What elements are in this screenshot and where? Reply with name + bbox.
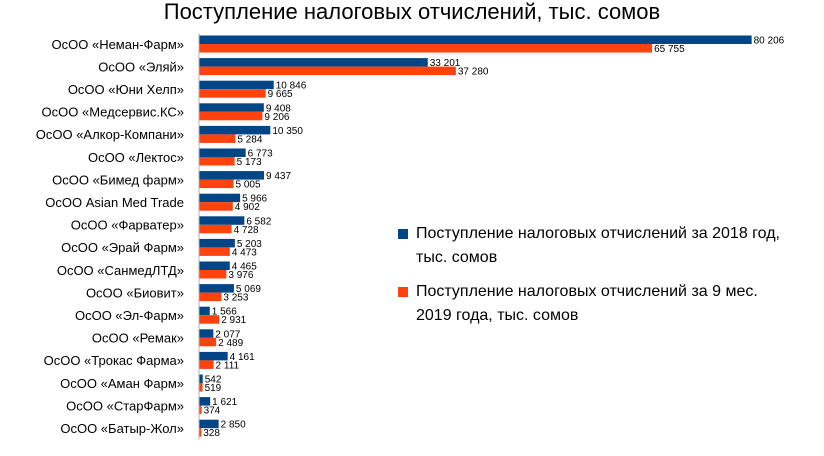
category-label: ОсОО «Трокас Фарма» xyxy=(44,353,184,368)
bar-2019 xyxy=(199,157,235,166)
category-label: ОсОО «Биовит» xyxy=(86,285,184,300)
bar-2019 xyxy=(199,315,220,324)
value-label-2019: 4 902 xyxy=(235,202,260,213)
value-label-2019: 9 665 xyxy=(268,89,293,100)
legend-swatch-2018 xyxy=(398,229,408,239)
category-label: ОсОО «Ремак» xyxy=(92,331,184,346)
bar-2018 xyxy=(199,171,265,180)
value-label-2018: 4 465 xyxy=(232,262,257,273)
bar-2018 xyxy=(199,397,211,406)
legend-label-2018: Поступление налоговых отчислений за 2018… xyxy=(416,225,780,266)
value-label-2018: 5 203 xyxy=(237,239,262,250)
bar-2019 xyxy=(199,44,653,53)
value-label-2018: 2 850 xyxy=(221,420,246,431)
bar-2018 xyxy=(199,58,428,67)
value-label-2019: 4 728 xyxy=(234,225,259,236)
bar-2019 xyxy=(199,224,232,234)
value-label-2018: 6 773 xyxy=(248,149,273,160)
bar-2018 xyxy=(199,329,214,338)
bar-2019 xyxy=(199,111,263,121)
bar-2018 xyxy=(199,193,241,203)
category-label: ОсОО «Неман-Фарм» xyxy=(52,37,184,52)
category-label: ОсОО «Лектос» xyxy=(88,150,184,165)
bars xyxy=(199,35,752,437)
value-label-2018: 5 966 xyxy=(242,194,267,205)
value-label-2019: 2 489 xyxy=(218,338,243,349)
bar-2019 xyxy=(199,66,456,76)
category-label: ОсОО «СанмедЛТД» xyxy=(57,263,184,278)
category-label: ОсОО «Батыр-Жол» xyxy=(60,421,184,436)
category-label: ОсОО «Эрай Фарм» xyxy=(61,240,184,255)
category-label: ОсОО «Бимед фарм» xyxy=(52,172,184,187)
value-label-2019: 5 005 xyxy=(235,180,260,191)
category-label: ОсОО «Аман Фарм» xyxy=(60,376,184,391)
bar-2019 xyxy=(199,179,234,189)
value-label-2019: 374 xyxy=(204,406,221,417)
category-label: ОсОО «Эляй» xyxy=(98,59,184,74)
category-label: ОсОО «Медсервис.КС» xyxy=(42,105,184,120)
chart-title: Поступление налоговых отчислений, тыс. с… xyxy=(163,0,661,24)
value-label-2019: 328 xyxy=(203,428,220,439)
value-label-2018: 9 437 xyxy=(266,171,291,182)
category-label: ОсОО «СтарФарм» xyxy=(66,398,184,413)
category-label: ОсОО «Юни Хелп» xyxy=(68,82,184,97)
value-label-2018: 6 582 xyxy=(246,216,271,227)
bar-2018 xyxy=(199,306,210,316)
category-label: ОсОО «Эл-Фарм» xyxy=(75,308,184,323)
value-label-2019: 9 206 xyxy=(264,112,289,123)
category-label: ОсОО «Фарватер» xyxy=(71,218,184,233)
value-label-2018: 10 846 xyxy=(276,81,307,92)
value-label-2019: 2 931 xyxy=(221,315,246,326)
category-labels: ОсОО «Неман-Фарм» ОсОО «Эляй» ОсОО «Юни Хе… xyxy=(36,37,184,436)
value-label-2019: 2 111 xyxy=(216,360,240,371)
bar-2018 xyxy=(199,351,228,361)
value-label-2019: 37 280 xyxy=(458,67,489,78)
bar-2019 xyxy=(199,292,222,302)
bar-2019 xyxy=(199,202,233,211)
value-label-2019: 65 755 xyxy=(654,44,685,55)
bar-2018 xyxy=(199,284,234,293)
value-label-2019: 5 173 xyxy=(237,157,262,168)
category-label: ОсОО Asian Med Trade xyxy=(45,195,184,210)
bar-2018 xyxy=(199,35,752,44)
value-label-2018: 1 566 xyxy=(212,307,237,318)
value-label-2018: 5 069 xyxy=(236,284,261,295)
bar-2019 xyxy=(199,337,217,347)
value-label-2019: 5 284 xyxy=(237,134,262,145)
bar-2019 xyxy=(199,360,214,369)
value-label-2018: 1 621 xyxy=(212,397,237,408)
bar-2019 xyxy=(199,247,230,256)
bar-2018 xyxy=(199,238,235,248)
bar-2018 xyxy=(199,216,245,225)
value-label-2019: 3 976 xyxy=(228,270,253,281)
value-label-2018: 542 xyxy=(205,375,222,386)
value-label-2019: 3 253 xyxy=(223,293,248,304)
value-label-2018: 4 161 xyxy=(230,352,255,363)
bar-2018 xyxy=(199,125,271,135)
value-label-2019: 519 xyxy=(205,383,222,394)
bar-2018 xyxy=(199,148,246,157)
bar-2018 xyxy=(199,80,274,90)
legend-label-2019: Поступление налоговых отчислений за 9 ме… xyxy=(416,283,758,324)
value-label-2018: 33 201 xyxy=(430,58,461,69)
bar-2018 xyxy=(199,374,203,383)
bar-2019 xyxy=(199,270,227,279)
bar-2019 xyxy=(199,383,203,392)
value-label-2018: 2 077 xyxy=(215,329,240,340)
value-label-2018: 10 350 xyxy=(272,126,303,137)
bar-2018 xyxy=(199,419,219,429)
bar-2018 xyxy=(199,261,230,270)
bar-2019 xyxy=(199,89,266,98)
category-label: ОсОО «Алкор-Компани» xyxy=(36,127,184,142)
bar-2018 xyxy=(199,103,264,112)
bar-2019 xyxy=(199,134,236,143)
value-label-2018: 9 408 xyxy=(266,103,291,114)
bar-2019 xyxy=(199,428,202,437)
bar-2019 xyxy=(199,405,202,415)
value-label-2018: 80 206 xyxy=(754,36,785,47)
value-label-2019: 4 473 xyxy=(232,247,257,258)
legend-swatch-2019 xyxy=(398,287,408,297)
